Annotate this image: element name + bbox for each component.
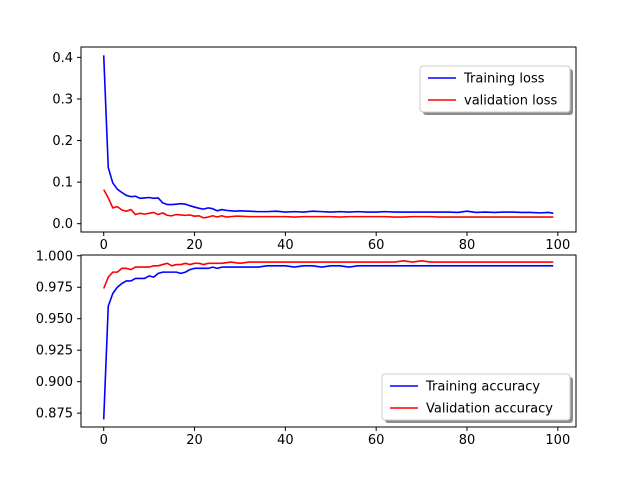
y-tick-label: 0.1 xyxy=(52,176,73,191)
x-tick-label: 80 xyxy=(459,433,476,448)
series-line-validation xyxy=(103,189,554,219)
y-tick-label: 0.4 xyxy=(52,51,73,66)
y-tick-label: 1.000 xyxy=(36,249,73,264)
x-tick-label: 0 xyxy=(100,433,108,448)
series-line-validation xyxy=(102,259,554,289)
subplot-2: 0 20 40 60 80 100 0.875 0.900 0.925 0.950 0.975 1.0… xyxy=(36,249,577,448)
x-tick-label: 40 xyxy=(277,238,294,253)
axes-frame xyxy=(80,254,577,428)
y-tick-label: 0.975 xyxy=(36,281,73,296)
x-tick-label: 100 xyxy=(545,238,570,253)
legend-label: Validation accuracy xyxy=(426,402,553,417)
x-tick-label: 0 xyxy=(100,238,108,253)
y-tick-label: 0.875 xyxy=(36,407,73,422)
x-tick-label: 20 xyxy=(186,238,203,253)
legend: Training accuracy Validation accuracy xyxy=(381,373,573,423)
x-tick-label: 40 xyxy=(277,433,294,448)
legend-box xyxy=(381,373,571,421)
legend-label: Training accuracy xyxy=(425,380,540,395)
y-tick-label: 0.0 xyxy=(52,217,73,232)
y-tick-label: 0.925 xyxy=(36,344,73,359)
y-tick-label: 0.900 xyxy=(36,375,73,390)
legend: Training loss validation loss xyxy=(419,65,573,115)
y-tick-label: 0.950 xyxy=(36,312,73,327)
series-line-training xyxy=(102,55,554,215)
y-tick-label: 0.3 xyxy=(52,92,73,107)
subplot-1: 0 20 40 60 80 100 0.0 0.1 0.2 0.3 0.4 Training loss… xyxy=(52,46,577,253)
x-tick-label: 80 xyxy=(459,238,476,253)
legend-label: validation loss xyxy=(464,94,557,109)
x-tick-label: 100 xyxy=(545,433,570,448)
legend-box xyxy=(419,65,571,113)
legend-label: Training loss xyxy=(463,72,545,87)
x-tick-label: 60 xyxy=(368,433,385,448)
x-tick-label: 20 xyxy=(186,433,203,448)
y-tick-label: 0.2 xyxy=(52,134,73,149)
x-tick-label: 60 xyxy=(368,238,385,253)
series-line-training xyxy=(102,265,554,420)
axes-frame xyxy=(80,46,577,233)
